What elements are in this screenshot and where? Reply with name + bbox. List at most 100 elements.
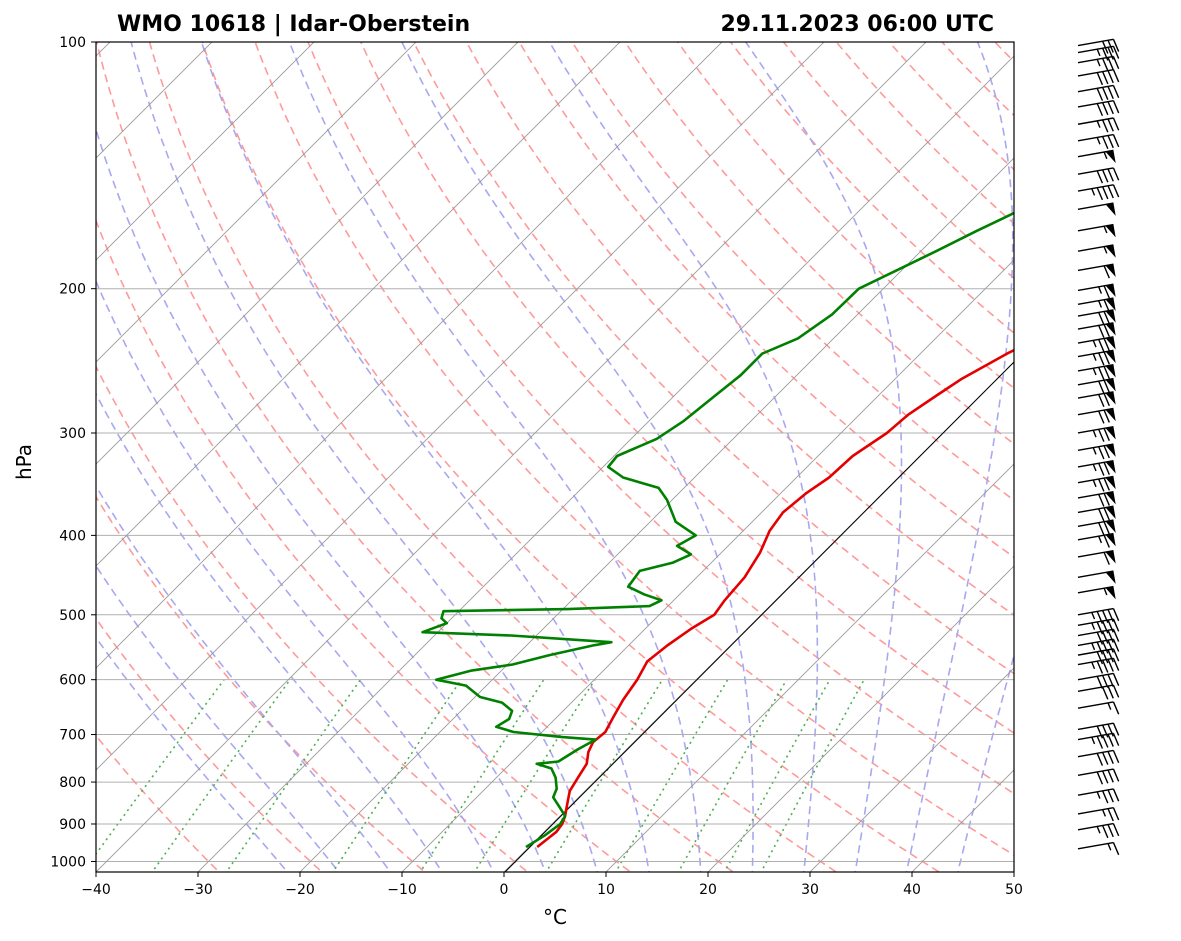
y-axis-label: hPa <box>12 444 36 480</box>
isotherm <box>1013 871 1014 872</box>
wind-barb-flag <box>1112 842 1120 856</box>
moist-adiabat <box>548 42 819 872</box>
dry-adiabat <box>96 42 735 872</box>
wind-barb <box>1077 426 1116 442</box>
dry-adiabat <box>993 42 1014 63</box>
x-tick-label: −40 <box>81 882 111 898</box>
dry-adiabat <box>359 42 1014 734</box>
wind-barb <box>1077 297 1116 313</box>
wind-barb-flag <box>1101 40 1109 54</box>
wind-barb-shaft <box>1077 701 1114 709</box>
wind-barb-flag <box>1103 351 1110 365</box>
wind-barb-flag <box>1112 69 1120 83</box>
wind-barb <box>1077 202 1116 216</box>
wind-barb-shaft <box>1077 618 1114 627</box>
dry-adiabat <box>1134 24 1181 879</box>
wind-barb-shaft <box>1077 38 1114 47</box>
wind-barb <box>1077 749 1120 766</box>
wind-barb-flag <box>1103 521 1110 535</box>
wind-barb-halfflag <box>1091 622 1096 630</box>
dry-adiabat <box>888 42 1014 171</box>
wind-barb-halfflag <box>1092 479 1097 488</box>
wind-barb-flag <box>1101 186 1109 200</box>
moist-adiabat <box>96 484 392 872</box>
isotherm <box>96 42 621 567</box>
wind-barb-flag <box>1101 686 1109 700</box>
y-tick-label: 500 <box>59 608 86 624</box>
wind-barb-flag <box>1101 790 1109 804</box>
wind-barb-flag <box>1101 640 1109 654</box>
wind-barb-flag <box>1096 103 1104 117</box>
dry-adiabat <box>940 42 1014 117</box>
moist-adiabat <box>96 564 340 872</box>
wind-barb-flag <box>1101 119 1109 133</box>
wind-barb-flag <box>1107 609 1114 623</box>
wind-barb-shaft <box>1077 133 1114 142</box>
wind-barb-pennant <box>1105 284 1116 298</box>
wind-barb-halfflag <box>1107 702 1112 710</box>
chart-title-time: 29.11.2023 06:00 UTC <box>720 12 994 37</box>
wind-barb-pennant <box>1105 476 1116 490</box>
wind-barb <box>1077 841 1120 856</box>
wind-barb-pennant <box>1105 322 1116 336</box>
wind-barb-flag <box>1107 619 1114 633</box>
isotherm <box>96 42 213 159</box>
wind-barb <box>1077 490 1116 507</box>
wind-barb <box>1077 505 1116 522</box>
wind-barb <box>1077 336 1116 352</box>
wind-barb <box>1077 184 1120 201</box>
wind-barb-shaft <box>1077 184 1114 192</box>
wind-barb-flag <box>1112 167 1120 181</box>
wind-barb-flag <box>1098 446 1105 460</box>
plot-frame <box>95 41 1015 873</box>
wind-barb <box>1077 407 1116 424</box>
x-tick-label: −30 <box>183 882 213 898</box>
wind-barb-flag <box>1103 534 1110 548</box>
wind-barb-flag <box>1107 168 1114 182</box>
moist-adiabats <box>96 42 1014 872</box>
wind-barb-flag <box>1096 631 1104 645</box>
wind-barb-flag <box>1103 324 1110 337</box>
wind-barb-flag <box>1112 658 1120 671</box>
wind-barb-flag <box>1101 71 1109 85</box>
wind-barb-flag <box>1112 733 1120 746</box>
wind-barb <box>1077 475 1116 492</box>
wind-barb-halfflag <box>1091 642 1096 651</box>
isotherm <box>299 157 1014 872</box>
dry-adiabats <box>96 24 1181 879</box>
mixing-ratio-line <box>331 679 462 872</box>
wind-barb-halfflag <box>1092 430 1097 438</box>
wind-barb <box>1077 701 1120 715</box>
dry-adiabat <box>96 364 529 872</box>
moist-adiabat <box>96 636 289 872</box>
wind-barb-shaft <box>1077 628 1114 637</box>
zero-degree-isotherm <box>504 361 1014 872</box>
wind-barb-flag <box>1096 621 1104 635</box>
moist-adiabat <box>905 42 1014 872</box>
wind-barb-halfflag <box>1092 340 1097 348</box>
wind-barb-flag <box>1103 507 1110 521</box>
wind-barb-flag <box>1103 366 1110 379</box>
wind-barb-flag <box>1107 135 1114 149</box>
wind-barb-shaft <box>1077 607 1114 616</box>
dry-adiabat <box>782 42 1014 280</box>
wind-barb <box>1077 768 1120 785</box>
isotherm <box>503 361 1014 872</box>
wind-barb-flag <box>1101 169 1109 183</box>
wind-barb-flag <box>1112 184 1120 198</box>
wind-barb-shaft <box>1077 55 1114 64</box>
wind-barb-flag <box>1112 39 1120 52</box>
wind-barb-flag <box>1103 428 1110 441</box>
wind-barb-flag <box>1112 701 1120 715</box>
wind-barb-halfflag <box>1103 151 1108 160</box>
y-tick-label: 700 <box>59 728 86 744</box>
dry-adiabat <box>254 42 1014 857</box>
wind-barb-flag <box>1103 265 1110 279</box>
wind-barb-flag <box>1107 789 1114 803</box>
moist-adiabat <box>200 42 650 872</box>
mixing-ratio-line <box>419 679 545 872</box>
wind-barb-flag <box>1112 722 1120 736</box>
wind-barb-flag <box>1103 409 1110 423</box>
wind-barb-pennant <box>1105 244 1116 258</box>
moist-adiabat <box>288 42 702 872</box>
